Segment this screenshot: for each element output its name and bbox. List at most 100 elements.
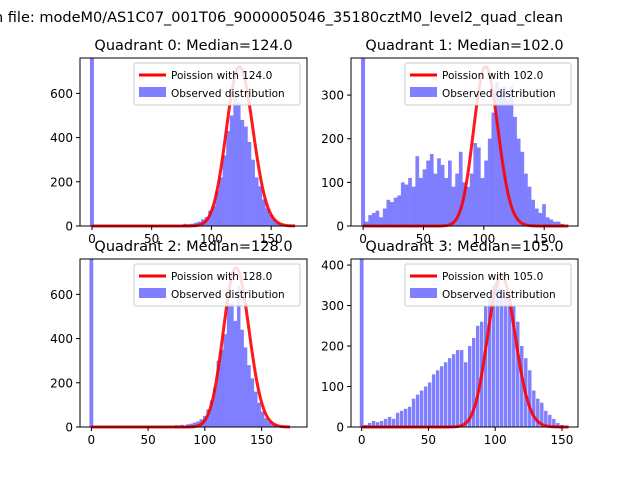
figure-suptitle: n file: modeM0/AS1C07_001T06_9000005046_… (0, 10, 563, 26)
histogram-bar (262, 199, 266, 226)
x-tick-label: 50 (144, 232, 159, 246)
histogram-bar (520, 151, 525, 226)
histogram-bar (368, 215, 373, 226)
histogram-bar (463, 362, 468, 427)
histogram-bar (192, 422, 197, 427)
histogram-bar (427, 382, 432, 427)
histogram-bar (487, 138, 492, 226)
y-tick-label: 0 (336, 220, 344, 234)
histogram-bar (209, 400, 214, 427)
histogram-bar (213, 387, 217, 427)
x-tick-label: 0 (88, 433, 96, 447)
histogram-bar (528, 370, 532, 427)
subplot-0: 0 50 100 150 0 200 400 600 Quadrant 0: Median=12… (50, 38, 308, 246)
histogram-bar (247, 142, 252, 226)
histogram-bar (451, 354, 456, 427)
histogram-bar (393, 197, 398, 226)
histogram-bar (244, 126, 248, 226)
histogram-bar (502, 86, 507, 226)
y-tick-label: 600 (50, 87, 73, 101)
histogram-bar (233, 320, 238, 427)
x-tick-label: 150 (250, 433, 273, 447)
histogram-bar (467, 346, 472, 427)
histogram-bar (260, 411, 265, 427)
legend-box (133, 263, 301, 307)
histogram-bar (466, 186, 470, 226)
x-tick-label: 50 (140, 433, 155, 447)
histogram-bar (229, 115, 234, 226)
histogram-bar (549, 219, 554, 226)
histogram-bar (556, 422, 560, 427)
histogram-bar (206, 409, 210, 427)
histogram-bar (383, 418, 388, 427)
histogram-bar (552, 418, 556, 427)
histogram-bar (240, 119, 245, 226)
subplot-title: Quadrant 1: Median=102.0 (365, 38, 563, 54)
legend-box (404, 263, 572, 307)
y-tick-label: 400 (321, 259, 344, 273)
x-tick-label: 150 (533, 232, 556, 246)
histogram-bar (404, 184, 409, 226)
subplot-title: Quadrant 2: Median=128.0 (94, 239, 292, 255)
subplot-2: 0 50 100 150 0 200 400 600 Quadrant 2: Median=12… (50, 239, 308, 447)
histogram-bar (386, 199, 391, 226)
histogram-bar (422, 169, 427, 226)
x-tick-label: 0 (88, 232, 96, 246)
histogram-bar (524, 173, 528, 226)
y-tick-label: 100 (321, 380, 344, 394)
histogram-bar (443, 362, 448, 427)
axes-frame (79, 57, 308, 227)
histogram-bar (267, 421, 272, 427)
legend-bar-swatch (410, 288, 437, 298)
y-tick-label: 300 (321, 299, 344, 313)
x-tick-label: 50 (421, 433, 436, 447)
histogram-bar (411, 186, 416, 226)
legend-bar-swatch (139, 288, 166, 298)
histogram-bar (375, 210, 380, 226)
x-tick-label: 0 (358, 433, 366, 447)
histogram-bar (364, 221, 369, 226)
x-tick-label: 100 (193, 433, 216, 447)
histogram-bar (498, 95, 503, 226)
histogram-bar (475, 325, 480, 427)
histogram-bar (455, 350, 460, 427)
histogram-bar (496, 281, 500, 427)
histogram-bar (538, 212, 543, 226)
histogram-bar (516, 321, 520, 427)
histogram-bar (272, 219, 277, 226)
histogram-bar (429, 154, 434, 226)
histogram-bar (462, 182, 467, 226)
histogram-bar (251, 159, 255, 226)
histogram-bar (495, 82, 499, 226)
histogram-bar (367, 422, 372, 427)
subplot-title: Quadrant 3: Median=105.0 (365, 239, 563, 255)
histogram-bar (257, 402, 261, 427)
histogram-bar (211, 206, 216, 226)
legend-box (404, 62, 572, 106)
histogram-bar (387, 416, 392, 427)
histogram-bar (440, 164, 445, 226)
histogram-bar (407, 406, 412, 427)
histogram-bar (240, 329, 244, 427)
histogram-bar (247, 365, 251, 427)
histogram-bar (447, 358, 452, 427)
histogram-bar (451, 186, 456, 226)
histogram-bar (219, 177, 223, 226)
y-tick-label: 0 (336, 421, 344, 435)
histogram-bar (431, 374, 436, 427)
axes-frame (79, 258, 308, 428)
histogram-bar (226, 130, 230, 226)
histogram-spike-bar (359, 259, 364, 427)
histogram-bar (215, 190, 220, 226)
histogram-bar (480, 178, 485, 226)
histogram-bar (504, 297, 508, 427)
legend-line-label: Poission with 102.0 (442, 70, 543, 82)
histogram-bar (492, 285, 496, 427)
x-tick-label: 150 (260, 232, 283, 246)
legend-line-label: Poission with 128.0 (171, 271, 272, 283)
histogram-bar (439, 366, 444, 427)
histogram-bar (243, 347, 248, 427)
subplot-3: 0 50 100 150 0 100 200 300 400 Quadrant 3: Median… (321, 239, 579, 447)
histogram-bar (548, 414, 552, 427)
histogram-bar (520, 346, 524, 427)
